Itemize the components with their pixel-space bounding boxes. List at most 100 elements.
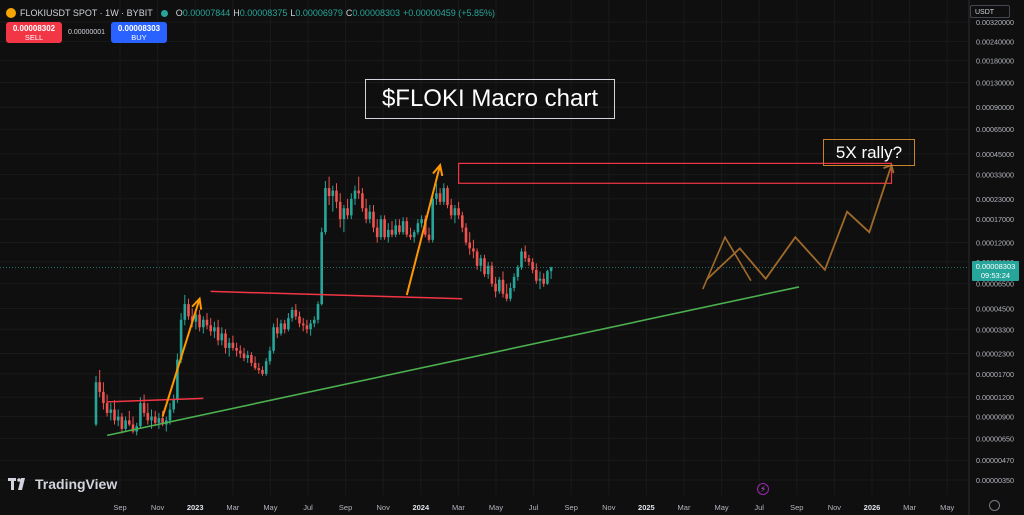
projection-path — [705, 164, 893, 281]
candle-body — [468, 242, 471, 249]
candle-body — [353, 190, 357, 199]
sell-button[interactable]: 0.00008302 SELL — [6, 22, 62, 43]
candle-body — [213, 327, 216, 332]
time-tick-label: Nov — [151, 503, 165, 512]
close-label: C — [345, 8, 353, 18]
last-price-value: 0.00008303 — [975, 262, 1016, 271]
time-tick-label: Nov — [377, 503, 391, 512]
time-tick-label: Jul — [754, 503, 764, 512]
candle-body — [120, 416, 124, 429]
buy-price: 0.00008303 — [117, 24, 161, 33]
rally-arrow-1 — [161, 298, 201, 417]
price-tick-label: 0.00001200 — [976, 393, 1014, 402]
gear-icon[interactable] — [989, 500, 1000, 511]
candle-body — [98, 382, 101, 392]
candle-body — [102, 391, 105, 404]
trade-panel: 0.00008302 SELL 0.00000001 0.00008303 BU… — [6, 22, 167, 43]
candle-body — [231, 342, 235, 348]
candle-body — [475, 251, 479, 266]
currency-selector[interactable]: USDT — [970, 5, 1010, 18]
time-tick-label: May — [263, 503, 277, 512]
candle-body — [357, 190, 360, 194]
spread-value: 0.00000001 — [68, 29, 105, 36]
candle-body — [512, 276, 516, 289]
time-tick-label: May — [715, 503, 729, 512]
time-tick-label: Sep — [790, 503, 803, 512]
candle-body — [401, 221, 405, 233]
candle-body — [179, 319, 183, 360]
candle-body — [128, 420, 131, 425]
price-tick-label: 0.00130000 — [976, 79, 1014, 88]
time-tick-label: 2023 — [187, 503, 204, 512]
candles — [0, 176, 968, 436]
candle-body — [116, 416, 120, 421]
candle-body — [531, 261, 534, 270]
tradingview-logo-icon — [8, 478, 25, 490]
candle-body — [209, 325, 212, 332]
low-label: L — [290, 8, 296, 18]
time-axis[interactable]: Sep Nov 2023 Mar May Jul Sep Nov 2024 Mar May Jul Se… — [113, 503, 954, 512]
price-tick-label: 0.00320000 — [976, 18, 1014, 27]
time-tick-label: Jul — [303, 503, 313, 512]
candle-body — [224, 333, 227, 348]
floki-logo-icon — [6, 8, 16, 18]
time-tick-label: Mar — [678, 503, 691, 512]
candle-body — [479, 258, 483, 266]
high-value: 0.00008375 — [239, 8, 288, 18]
low-value: 0.00006979 — [295, 8, 343, 18]
candle-body — [453, 208, 457, 216]
candle-body — [257, 368, 261, 370]
candle-body — [287, 318, 290, 330]
candle-body — [316, 304, 320, 320]
candle-body — [157, 418, 161, 423]
time-tick-label: Mar — [903, 503, 916, 512]
candle-body — [305, 325, 309, 330]
chart-title-annotation[interactable]: $FLOKI Macro chart — [365, 79, 615, 119]
time-tick-label: 2024 — [412, 503, 430, 512]
candle-body — [250, 355, 253, 363]
tradingview-wordmark: TradingView — [35, 476, 118, 492]
price-tick-label: 0.00000470 — [976, 456, 1014, 465]
buy-button[interactable]: 0.00008303 BUY — [110, 22, 167, 43]
candle-body — [161, 418, 164, 425]
candle-body — [546, 271, 549, 284]
candle-body — [290, 309, 294, 319]
candle-body — [427, 234, 431, 240]
candle-body — [264, 361, 268, 374]
sell-label: SELL — [24, 33, 44, 42]
resistance-line-1 — [107, 397, 204, 403]
price-axis[interactable]: 0.00320000 0.00240000 0.00180000 0.00130000… — [968, 0, 1014, 515]
symbol-title[interactable]: FLOKIUSDT SPOT · 1W · BYBIT — [20, 8, 153, 18]
candle-body — [342, 208, 346, 220]
price-tick-label: 0.00017000 — [976, 215, 1014, 224]
price-tick-label: 0.00006500 — [976, 280, 1014, 289]
lightning-icon[interactable]: ⚡ — [757, 483, 769, 495]
high-label: H — [233, 8, 240, 18]
candle-body — [276, 327, 279, 334]
candle-body — [486, 265, 490, 275]
candle-body — [394, 225, 397, 235]
candle-body — [279, 323, 283, 334]
candle-body — [390, 229, 394, 235]
candle-body — [472, 248, 475, 252]
candle-body — [442, 188, 446, 202]
price-tick-label: 0.00000900 — [976, 413, 1014, 422]
time-tick-label: Nov — [828, 503, 842, 512]
price-tick-label: 0.00023000 — [976, 195, 1014, 204]
candle-body — [216, 327, 220, 341]
tradingview-logo[interactable]: TradingView — [8, 476, 117, 492]
candle-body — [361, 193, 364, 209]
time-tick-label: Sep — [113, 503, 126, 512]
candle-body — [94, 382, 98, 425]
target-annotation[interactable]: 5X rally? — [823, 139, 915, 166]
candle-body — [283, 323, 286, 330]
candle-body — [372, 211, 375, 228]
time-tick-label: May — [489, 503, 503, 512]
sell-price: 0.00008302 — [12, 24, 56, 33]
candle-body — [301, 323, 305, 326]
bar-countdown: 09:53:24 — [980, 271, 1011, 280]
close-value: 0.00008303 — [352, 8, 400, 18]
price-tick-label: 0.00012000 — [976, 239, 1014, 248]
candle-body — [527, 258, 531, 262]
